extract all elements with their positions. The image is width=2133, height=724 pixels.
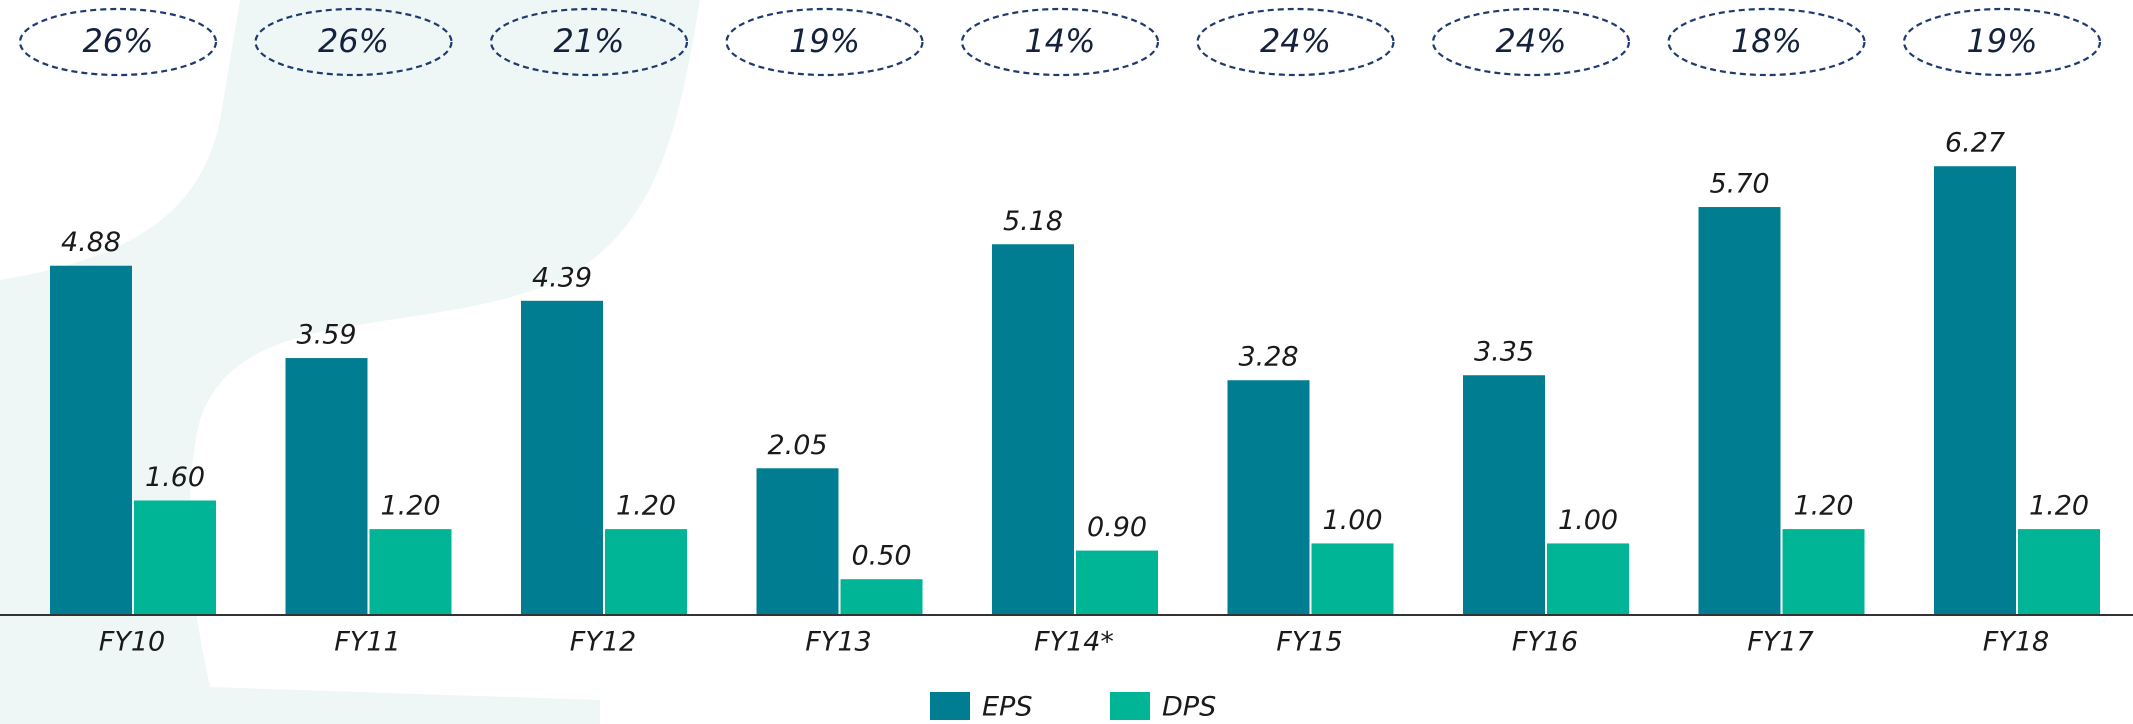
value-label: 3.59 [296, 320, 356, 351]
value-label: 1.20 [1793, 491, 1853, 522]
value-label: 5.18 [1003, 206, 1063, 237]
value-label: 1.20 [616, 491, 676, 522]
x-tick-label: FY15 [1276, 627, 1342, 658]
ratio-oval [489, 7, 689, 77]
ratio-label: 14% [1024, 22, 1095, 60]
bar [1782, 529, 1865, 615]
ratio-oval [1431, 7, 1631, 77]
ratio-oval [1196, 7, 1395, 77]
bar [369, 529, 452, 615]
bar [50, 265, 132, 615]
bar [605, 529, 687, 615]
value-label: 5.70 [1709, 169, 1769, 200]
legend-swatch [1110, 692, 1150, 720]
bar [1227, 380, 1310, 615]
value-label: 0.90 [1087, 512, 1147, 543]
ratio-label: 26% [318, 22, 389, 60]
bar [285, 358, 368, 615]
bar [1698, 207, 1781, 616]
ratio-label: 18% [1731, 22, 1802, 60]
bar [521, 300, 603, 615]
bar [756, 468, 839, 615]
background-shape [0, 680, 600, 724]
value-label: 4.39 [532, 262, 592, 293]
x-tick-label: FY18 [1983, 627, 2049, 658]
value-label: 0.50 [851, 541, 911, 572]
x-tick-label: FY16 [1512, 627, 1578, 658]
x-tick-label: FY11 [334, 627, 400, 658]
value-label: 1.00 [1558, 505, 1618, 536]
ratio-oval [960, 7, 1160, 77]
value-label: 3.28 [1238, 342, 1298, 373]
bar [2018, 529, 2100, 615]
x-tick-label: FY17 [1747, 627, 1813, 658]
ratio-oval [725, 7, 924, 77]
x-tick-label: FY12 [570, 627, 636, 658]
bar [1463, 375, 1545, 615]
bar [1934, 166, 2016, 616]
bar [992, 244, 1074, 615]
ratio-oval [18, 7, 218, 77]
x-tick-label: FY13 [805, 627, 871, 658]
ratio-label: 24% [1260, 22, 1331, 60]
bar [134, 500, 216, 615]
bar [1547, 543, 1629, 615]
x-tick-label: FY10 [99, 627, 165, 658]
value-label: 1.60 [145, 462, 205, 493]
value-label: 1.20 [2029, 491, 2089, 522]
value-label: 1.00 [1322, 505, 1382, 536]
value-label: 2.05 [767, 430, 827, 461]
ratio-label: 26% [82, 22, 153, 60]
ratio-oval [1902, 7, 2102, 77]
ratio-label: 19% [789, 22, 860, 60]
legend-swatch [930, 692, 970, 720]
legend-label: EPS [982, 692, 1032, 723]
ratio-oval [1667, 7, 1866, 77]
ratio-label: 19% [1966, 22, 2037, 60]
bar [1076, 550, 1158, 615]
value-label: 4.88 [61, 227, 121, 258]
x-tick-label: FY14* [1034, 627, 1114, 658]
ratio-oval [254, 7, 453, 77]
ratio-label: 21% [553, 22, 624, 60]
bar [1311, 543, 1394, 615]
value-label: 1.20 [380, 491, 440, 522]
ratio-label: 24% [1495, 22, 1566, 60]
value-label: 6.27 [1945, 128, 2005, 159]
value-label: 3.35 [1474, 337, 1534, 368]
bar [840, 579, 923, 615]
legend-label: DPS [1162, 692, 1216, 723]
